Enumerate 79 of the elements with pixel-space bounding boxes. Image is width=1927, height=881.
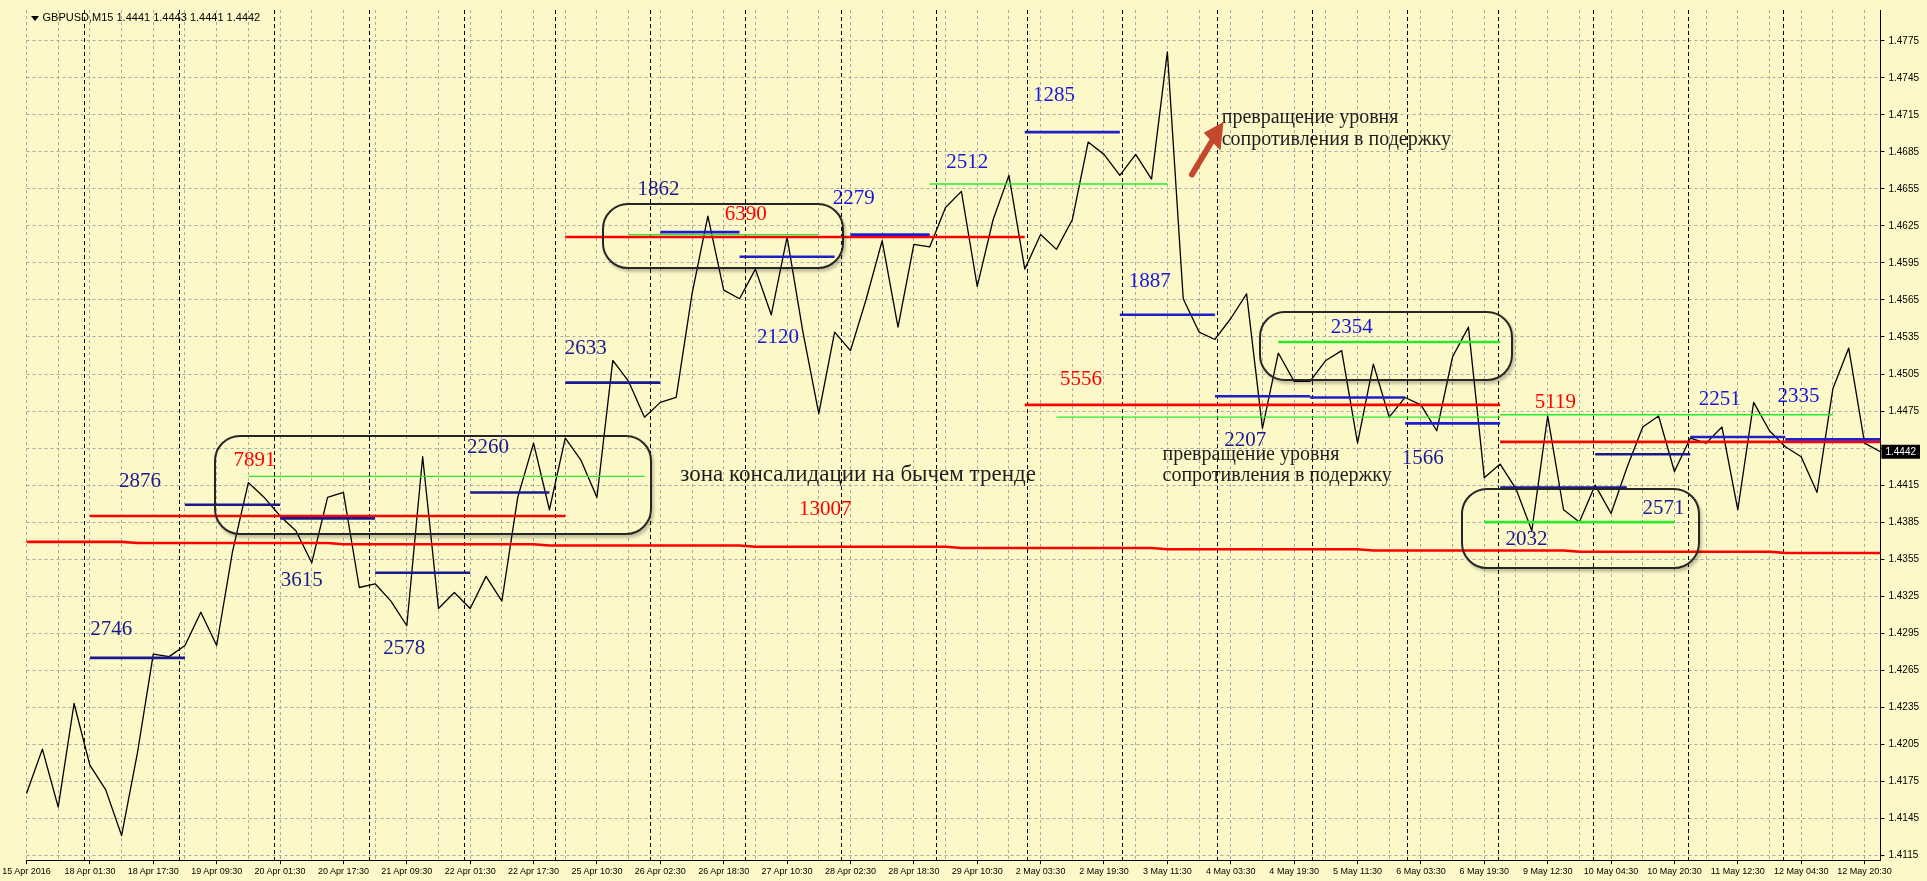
- x-tick-label: 4 May 03:30: [1205, 866, 1256, 877]
- y-tick-label: 1.4715: [1888, 108, 1920, 120]
- annotation: 1566: [1401, 444, 1444, 469]
- series-label: 6390: [724, 200, 767, 225]
- x-tick-label: 29 Apr 10:30: [951, 866, 1003, 877]
- x-tick-label: 12 May 04:30: [1773, 866, 1829, 877]
- y-tick-label: 1.4355: [1888, 552, 1920, 564]
- y-tick-label: 1.4655: [1888, 182, 1920, 194]
- x-tick-label: 6 May 19:30: [1459, 866, 1510, 877]
- x-tick-label: 22 Apr 17:30: [508, 866, 560, 877]
- x-tick-label: 9 May 12:30: [1522, 866, 1573, 877]
- annotation: 2876: [118, 467, 161, 492]
- x-tick-label: 20 Apr 01:30: [254, 866, 306, 877]
- annotation: 2512: [946, 148, 989, 173]
- y-tick-label: 1.4415: [1888, 478, 1920, 490]
- x-tick-label: 27 Apr 10:30: [761, 866, 813, 877]
- y-tick-label: 1.4115: [1888, 849, 1919, 861]
- y-tick-label: 1.4535: [1888, 330, 1920, 342]
- y-tick-label: 1.4265: [1888, 663, 1920, 675]
- series-label: 5119: [1534, 388, 1576, 413]
- annotation: 2578: [383, 634, 426, 659]
- x-tick-label: 19 Apr 09:30: [191, 866, 243, 877]
- x-tick-label: 15 Apr 2016: [2, 866, 51, 877]
- series-label: 13007: [799, 495, 852, 520]
- x-tick-label: 26 Apr 18:30: [698, 866, 750, 877]
- annotation: 2571: [1642, 495, 1685, 520]
- x-tick-label: 6 May 03:30: [1396, 866, 1446, 877]
- y-tick-label: 1.4505: [1888, 367, 1920, 379]
- annotation: 2279: [832, 184, 875, 209]
- y-tick-label: 1.4385: [1888, 515, 1920, 527]
- y-tick-label: 1.4745: [1888, 71, 1920, 83]
- y-tick-label: 1.4325: [1888, 589, 1920, 601]
- y-tick-label: 1.4595: [1888, 256, 1920, 268]
- x-tick-label: 5 May 11:30: [1333, 866, 1382, 877]
- x-tick-label: 4 May 19:30: [1269, 866, 1319, 877]
- x-tick-label: 12 May 20:30: [1837, 866, 1892, 877]
- annotation: 2633: [564, 335, 607, 360]
- annotation: 2335: [1777, 382, 1820, 407]
- text: 7891: [233, 447, 276, 472]
- x-tick-label: 18 Apr 17:30: [127, 866, 179, 877]
- x-tick-label: 3 May 11:30: [1142, 866, 1192, 877]
- y-tick-label: 1.4205: [1888, 737, 1920, 749]
- x-tick-label: 26 Apr 02:30: [634, 866, 686, 877]
- annotation: 2354: [1330, 314, 1374, 339]
- annotation: 1887: [1128, 267, 1171, 292]
- annotation: зона консалидации на бычем тренде: [680, 461, 1036, 487]
- annotation: 1285: [1033, 81, 1076, 106]
- y-tick-label: 1.4295: [1888, 626, 1920, 638]
- annotation: 2746: [90, 616, 133, 641]
- annotation: 2032: [1505, 526, 1548, 551]
- y-tick-label: 1.4685: [1888, 145, 1920, 157]
- y-tick-label: 1.4475: [1888, 404, 1920, 416]
- x-tick-label: 10 May 20:30: [1647, 866, 1702, 877]
- y-tick-label: 1.4775: [1888, 34, 1920, 46]
- y-tick-label: 1.4565: [1888, 293, 1920, 305]
- x-tick-label: 21 Apr 09:30: [381, 866, 433, 877]
- annotation: 1862: [637, 175, 680, 200]
- x-tick-label: 28 Apr 18:30: [888, 866, 940, 877]
- chart-title: GBPUSD,M15 1.4441 1.4443 1.4441 1.4442: [42, 11, 261, 24]
- x-tick-label: 11 May 12:30: [1710, 866, 1765, 877]
- y-tick-label: 1.4145: [1888, 812, 1920, 823]
- x-tick-label: 22 Apr 01:30: [444, 866, 496, 877]
- annotation: 2251: [1698, 386, 1741, 411]
- x-tick-label: 28 Apr 02:30: [824, 866, 876, 877]
- y-tick-label: 1.4235: [1888, 700, 1920, 712]
- x-tick-label: 2 May 03:30: [1015, 866, 1066, 877]
- annotation: 3615: [280, 566, 323, 591]
- x-tick-label: 18 Apr 01:30: [64, 866, 116, 877]
- x-tick-label: 25 Apr 10:30: [571, 866, 623, 877]
- annotation: 2260: [467, 433, 510, 458]
- x-tick-label: 2 May 19:30: [1079, 866, 1129, 877]
- annotation: 2120: [756, 324, 799, 349]
- y-tick-label: 1.4175: [1888, 774, 1920, 786]
- x-tick-label: 20 Apr 17:30: [317, 866, 369, 877]
- series-label: 5556: [1059, 365, 1102, 390]
- x-tick-label: 10 May 04:30: [1583, 866, 1639, 877]
- annotation: превращение уровня сопротивления в подержку: [1221, 105, 1451, 150]
- y-tick-label: 1.4625: [1888, 219, 1920, 231]
- annotation: 1.4442: [1885, 445, 1917, 457]
